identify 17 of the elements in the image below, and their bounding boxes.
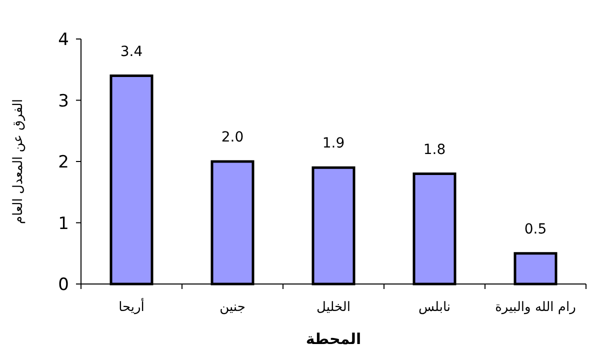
- data-label: 2.0: [221, 130, 244, 146]
- y-axis-title: الفرق عن المعدل العام: [11, 99, 26, 224]
- y-tick-label: 2: [58, 152, 69, 172]
- x-tick-label: الخليل: [316, 300, 351, 315]
- y-tick-label: 1: [58, 214, 69, 234]
- data-label: 3.4: [120, 44, 143, 60]
- y-tick-label: 0: [58, 275, 69, 295]
- x-tick-label: رام الله والبيرة: [495, 300, 576, 315]
- x-tick-label: أريحا: [118, 298, 144, 315]
- x-tick-label: جنين: [220, 300, 246, 315]
- data-label: 0.5: [524, 221, 547, 238]
- y-tick-label: 3: [58, 91, 69, 112]
- data-label: 1.8: [423, 142, 446, 158]
- x-axis-title: المحطة: [306, 330, 362, 348]
- x-tick-label: نابلس: [418, 300, 451, 315]
- y-tick-label: 4: [58, 30, 69, 50]
- data-label: 1.9: [322, 136, 345, 152]
